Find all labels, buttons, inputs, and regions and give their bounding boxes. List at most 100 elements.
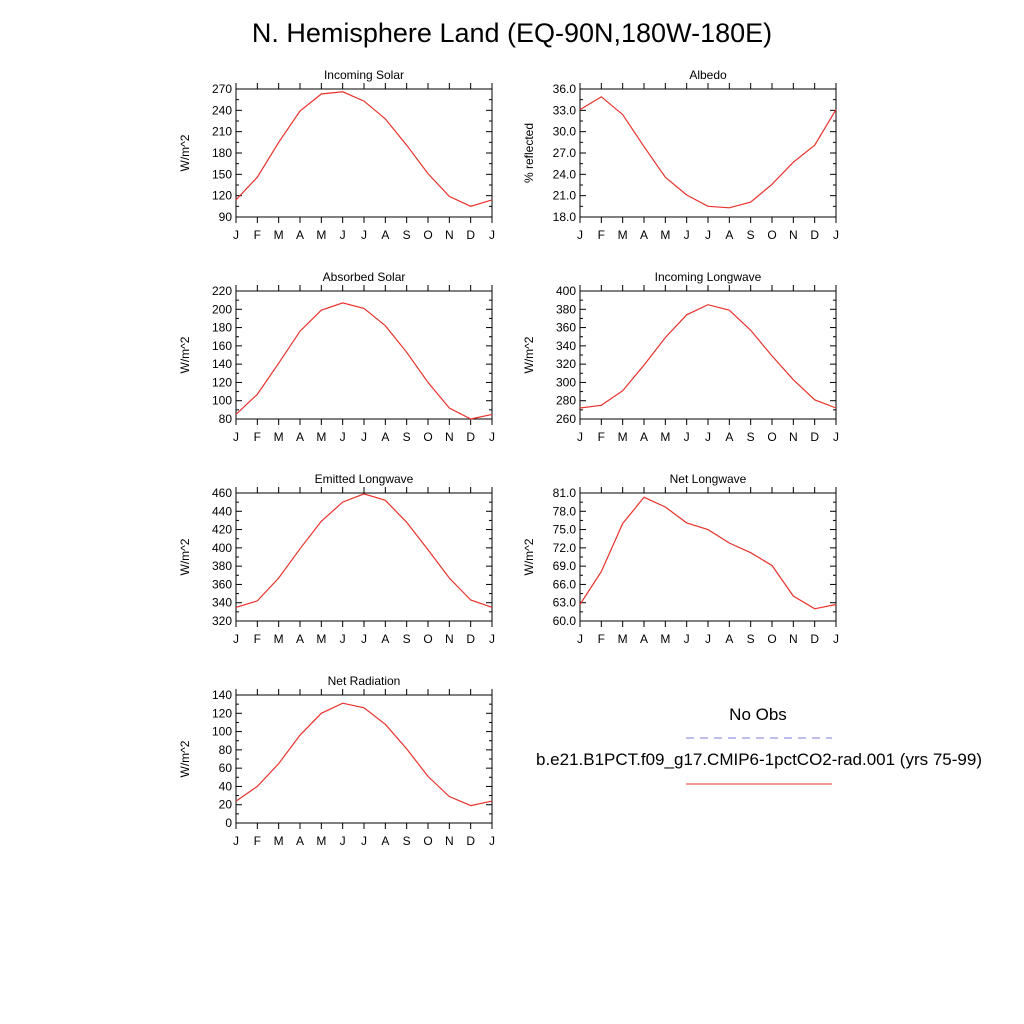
x-tick-label: A xyxy=(296,632,304,646)
x-tick-label: D xyxy=(810,430,819,444)
y-tick-label: 63.0 xyxy=(553,596,577,610)
y-tick-label: 21.0 xyxy=(553,189,577,203)
x-tick-label: M xyxy=(660,632,670,646)
x-tick-label: M xyxy=(274,632,284,646)
x-tick-label: J xyxy=(684,430,690,444)
x-tick-label: J xyxy=(705,430,711,444)
y-tick-label: 18.0 xyxy=(553,210,577,224)
x-tick-label: A xyxy=(381,632,389,646)
series-line xyxy=(235,302,493,420)
y-tick-label: 140 xyxy=(212,357,232,371)
y-tick-label: 100 xyxy=(212,725,232,739)
x-tick-label: N xyxy=(789,632,798,646)
x-tick-label: M xyxy=(660,430,670,444)
y-tick-label: 460 xyxy=(212,486,232,500)
y-tick-label: 240 xyxy=(212,103,232,117)
plot-frame xyxy=(579,290,837,420)
y-tick-label: 340 xyxy=(212,596,232,610)
x-tick-label: O xyxy=(767,430,776,444)
x-tick-label: J xyxy=(833,430,839,444)
panel-title: Net Radiation xyxy=(328,674,401,688)
x-tick-label: D xyxy=(810,228,819,242)
x-tick-label: A xyxy=(640,228,648,242)
y-axis-label: W/m^2 xyxy=(178,134,192,171)
y-tick-label: 320 xyxy=(556,357,576,371)
x-tick-label: O xyxy=(767,632,776,646)
x-tick-label: J xyxy=(833,228,839,242)
y-tick-label: 80 xyxy=(219,412,233,426)
x-tick-label: M xyxy=(274,834,284,848)
x-tick-label: D xyxy=(466,632,475,646)
x-tick-label: O xyxy=(423,632,432,646)
x-tick-label: S xyxy=(747,632,755,646)
x-tick-label: D xyxy=(466,430,475,444)
x-tick-label: J xyxy=(684,632,690,646)
y-tick-label: 270 xyxy=(212,82,232,96)
x-tick-label: J xyxy=(361,228,367,242)
x-tick-label: J xyxy=(340,430,346,444)
x-tick-label: A xyxy=(381,834,389,848)
panel-title: Emitted Longwave xyxy=(315,472,414,486)
y-tick-label: 90 xyxy=(219,210,233,224)
x-tick-label: O xyxy=(767,228,776,242)
y-tick-label: 220 xyxy=(212,284,232,298)
x-tick-label: A xyxy=(725,430,733,444)
x-tick-label: O xyxy=(423,834,432,848)
y-tick-label: 120 xyxy=(212,706,232,720)
y-tick-label: 440 xyxy=(212,504,232,518)
y-tick-label: 400 xyxy=(212,541,232,555)
y-tick-label: 80 xyxy=(219,743,233,757)
x-tick-label: N xyxy=(445,430,454,444)
x-tick-label: S xyxy=(403,430,411,444)
x-tick-label: J xyxy=(833,632,839,646)
x-tick-label: D xyxy=(466,834,475,848)
y-tick-label: 180 xyxy=(212,321,232,335)
x-tick-label: M xyxy=(316,632,326,646)
legend-obs-label: No Obs xyxy=(729,705,787,724)
x-tick-label: J xyxy=(233,430,239,444)
x-tick-label: J xyxy=(361,430,367,444)
x-tick-label: M xyxy=(316,834,326,848)
x-tick-label: M xyxy=(618,430,628,444)
y-tick-label: 320 xyxy=(212,614,232,628)
x-tick-label: N xyxy=(789,430,798,444)
x-tick-label: N xyxy=(445,834,454,848)
x-tick-label: J xyxy=(361,834,367,848)
panel-4: Incoming Longwave 260 280 300 320 340 360 380 40… xyxy=(522,270,839,444)
x-tick-label: J xyxy=(577,430,583,444)
panel-title: Absorbed Solar xyxy=(323,270,406,284)
y-tick-label: 380 xyxy=(556,302,576,316)
y-tick-label: 180 xyxy=(212,146,232,160)
x-tick-label: J xyxy=(233,228,239,242)
y-tick-label: 36.0 xyxy=(553,82,577,96)
y-tick-label: 75.0 xyxy=(553,523,577,537)
x-tick-label: M xyxy=(274,430,284,444)
series-line xyxy=(579,96,837,209)
plot-frame xyxy=(235,492,493,622)
x-tick-label: A xyxy=(381,228,389,242)
legend xyxy=(686,737,832,785)
x-tick-label: F xyxy=(254,632,261,646)
y-tick-label: 380 xyxy=(212,559,232,573)
x-tick-label: S xyxy=(403,228,411,242)
x-tick-label: J xyxy=(577,228,583,242)
y-axis-label: W/m^2 xyxy=(178,538,192,575)
panel-6: Net Longwave 60.0 63.0 66.0 69.0 72.0 75.0 78.0… xyxy=(522,472,839,646)
x-tick-label: N xyxy=(445,632,454,646)
y-tick-label: 420 xyxy=(212,523,232,537)
legend-model-label: b.e21.B1PCT.f09_g17.CMIP6-1pctCO2-rad.00… xyxy=(535,750,982,769)
y-tick-label: 81.0 xyxy=(553,486,577,500)
y-tick-label: 100 xyxy=(212,394,232,408)
x-tick-label: J xyxy=(340,834,346,848)
x-tick-label: J xyxy=(489,632,495,646)
x-tick-label: F xyxy=(254,228,261,242)
y-tick-label: 33.0 xyxy=(553,103,577,117)
y-tick-label: 150 xyxy=(212,167,232,181)
x-tick-label: F xyxy=(254,430,261,444)
x-tick-label: D xyxy=(466,228,475,242)
x-tick-label: A xyxy=(296,834,304,848)
panel-title: Albedo xyxy=(689,68,727,82)
panel-title: Incoming Solar xyxy=(324,68,404,82)
